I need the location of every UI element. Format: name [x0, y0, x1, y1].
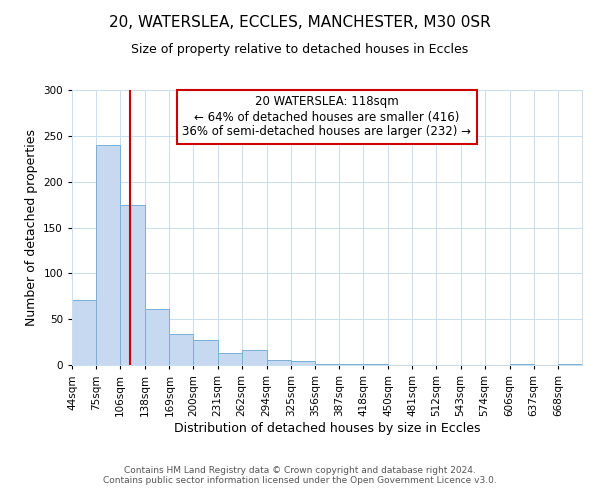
Text: Contains HM Land Registry data © Crown copyright and database right 2024.
Contai: Contains HM Land Registry data © Crown c…	[103, 466, 497, 485]
Bar	[218, 353, 242, 365]
Bar	[145, 309, 169, 365]
Bar	[242, 350, 266, 365]
Bar	[96, 145, 120, 365]
Text: Size of property relative to detached houses in Eccles: Size of property relative to detached ho…	[131, 42, 469, 56]
Y-axis label: Number of detached properties: Number of detached properties	[25, 129, 38, 326]
Text: 20, WATERSLEA, ECCLES, MANCHESTER, M30 0SR: 20, WATERSLEA, ECCLES, MANCHESTER, M30 0…	[109, 15, 491, 30]
X-axis label: Distribution of detached houses by size in Eccles: Distribution of detached houses by size …	[174, 422, 480, 434]
Bar	[72, 300, 96, 365]
Bar	[509, 364, 534, 365]
Text: 20 WATERSLEA: 118sqm
← 64% of detached houses are smaller (416)
36% of semi-deta: 20 WATERSLEA: 118sqm ← 64% of detached h…	[182, 96, 472, 138]
Bar	[193, 340, 218, 365]
Bar	[266, 360, 291, 365]
Bar	[291, 362, 315, 365]
Bar	[120, 204, 145, 365]
Bar	[315, 364, 339, 365]
Bar	[363, 364, 388, 365]
Bar	[558, 364, 582, 365]
Bar	[169, 334, 193, 365]
Bar	[339, 364, 363, 365]
